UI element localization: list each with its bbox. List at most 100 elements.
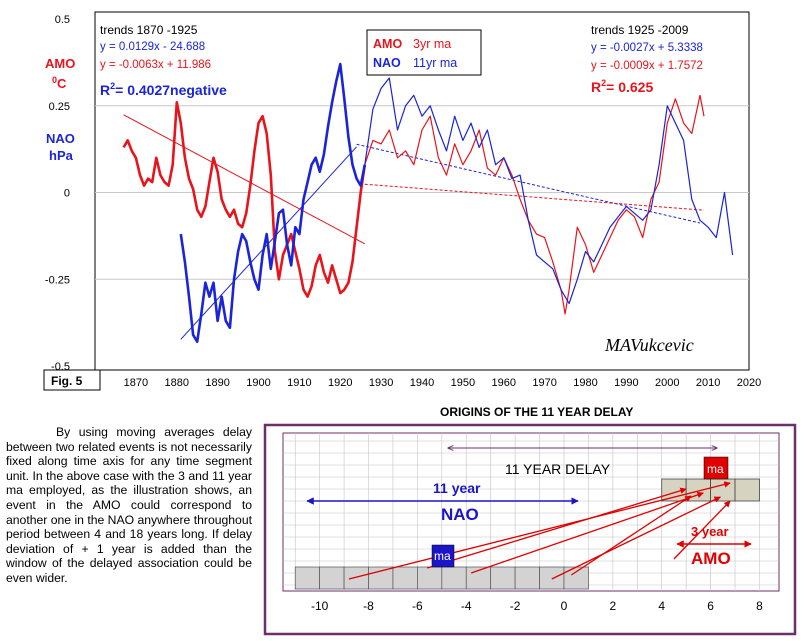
legend: AMO 3yr ma NAO 11yr ma (366, 29, 482, 76)
x-tick-label: 1940 (410, 377, 434, 389)
delay-association-arrow (348, 481, 731, 580)
diagram-tick-labels: -10 -8 -6 -4 -2 0 2 4 6 8 (311, 599, 763, 613)
nao-cell (294, 566, 321, 590)
watermark: MAVukcevic (604, 335, 694, 355)
nao-cell (368, 566, 394, 590)
x-tick-label: 2010 (696, 377, 720, 389)
diagram-tick-label: 2 (610, 599, 617, 613)
fig-label-box (43, 369, 101, 391)
x-tick-label: 1990 (614, 377, 638, 389)
diagram-inner-frame (282, 432, 780, 592)
nao-window-bottom: NAO (441, 505, 479, 524)
legend-nao-name: NAO (373, 56, 401, 70)
nao-cell (343, 566, 369, 590)
ma-marker-nao-text: ma (434, 549, 451, 563)
x-tick-label: 2000 (655, 377, 679, 389)
trends-right-r2: R2= 0.625 (591, 78, 653, 95)
y-label-amo-unit-c: C (57, 76, 67, 91)
nao-cell (441, 566, 467, 590)
series-lines (122, 62, 734, 344)
nao-cell (417, 566, 443, 590)
x-tick-label: 1920 (328, 377, 352, 389)
trend-line-trends_right-nao_line (356, 143, 701, 224)
x-tick-label: 1980 (573, 377, 597, 389)
trends-left-title: trends 1870 -1925 (100, 23, 198, 37)
description-paragraph: By using moving averages delay between t… (6, 425, 252, 585)
delay-diagram: ORIGINS OF THE 11 YEAR DELAY 11 YEAR DEL… (263, 405, 797, 636)
ma-marker-amo (703, 456, 729, 480)
r2-right-r: R (591, 79, 601, 95)
x-tick-label: 1960 (492, 377, 516, 389)
amo-cell (710, 478, 736, 502)
trends-right-nao-eq: y = -0.0027x + 5.3338 (591, 42, 703, 54)
y-label-amo-unit-sup: 0 (52, 75, 57, 85)
trends-right-title: trends 1925 -2009 (591, 23, 689, 37)
y-tick-label: 0 (64, 188, 70, 200)
x-tick-label: 1970 (532, 377, 556, 389)
amo-window-top: 3 year (691, 524, 729, 539)
amo-window-bottom: AMO (691, 549, 731, 568)
nao-cell (319, 566, 345, 590)
series-line-amo-late (360, 94, 705, 315)
x-tick-label: 1870 (124, 377, 148, 389)
trend-line-trends_right-amo_line (364, 183, 705, 211)
diagram-tick-label: 4 (658, 599, 665, 613)
diagram-tick-label: -4 (461, 599, 472, 613)
r2-left-value: = 0.4027negative (115, 82, 227, 98)
diagram-arrows (348, 481, 731, 580)
y-label-amo-unit: 0C (52, 75, 67, 91)
delay-association-arrow (570, 495, 692, 576)
diagram-tick-label: -8 (363, 599, 374, 613)
nao-window-top: 11 year (433, 480, 481, 496)
delay-association-arrow (426, 487, 687, 569)
delay-association-arrow (673, 500, 731, 560)
legend-amo-label: 3yr ma (413, 37, 451, 51)
x-tick-label: 2020 (737, 377, 761, 389)
trend-line-trends_left-amo_line (123, 114, 366, 245)
delay-label: 11 YEAR DELAY (505, 461, 611, 477)
nao-cell (539, 566, 565, 590)
diagram-title: ORIGINS OF THE 11 YEAR DELAY (440, 405, 633, 419)
r2-right-value: = 0.625 (606, 79, 653, 95)
y-tick-label: 0.5 (55, 14, 70, 26)
grid-lines (95, 105, 749, 280)
y-label-nao-unit: hPa (49, 148, 74, 163)
y-label-nao: NAO (46, 131, 75, 146)
series-line-nao-early (179, 62, 367, 344)
diagram-tick-label: -2 (510, 599, 521, 613)
r2-right-exp: 2 (601, 78, 606, 88)
series-line-amo-early (122, 101, 367, 298)
fig-label: Fig. 5 (51, 374, 83, 388)
ma-marker-amo-text: ma (707, 462, 724, 476)
ma-marker-nao (431, 544, 455, 568)
x-tick-label: 1900 (246, 377, 270, 389)
x-tick-label: 1930 (369, 377, 393, 389)
diagram-tick-label: -6 (412, 599, 423, 613)
legend-box (366, 29, 482, 76)
x-tick-label: 1880 (165, 377, 189, 389)
trends-left-amo-eq: y = -0.0063x + 11.986 (100, 59, 211, 71)
diagram-tick-label: -10 (311, 599, 329, 613)
r2-left-r: R (100, 82, 110, 98)
trends-left-r2: R2= 0.4027negative (100, 81, 227, 98)
trends-left-nao-eq: y = 0.0129x - 24.688 (100, 41, 205, 53)
x-tick-label: 1910 (287, 377, 311, 389)
delay-association-arrow (470, 491, 704, 574)
main-chart: 0.50.250-0.25-0.5 1870 1880 1890 1900 1910 19… (43, 11, 761, 391)
r2-left-exp: 2 (110, 81, 115, 91)
amo-cell (734, 478, 760, 502)
legend-nao-label: 11yr ma (413, 56, 457, 70)
diagram-tick-label: 8 (756, 599, 763, 613)
nao-cell (392, 566, 418, 590)
legend-amo-name: AMO (373, 37, 402, 51)
diagram-tick-label: 6 (707, 599, 714, 613)
series-line-nao-late (360, 77, 734, 305)
x-tick-label: 1950 (451, 377, 475, 389)
nao-cell (490, 566, 516, 590)
delay-association-arrow (551, 496, 721, 580)
y-tick-label: 0.25 (49, 101, 70, 113)
nao-cell (514, 566, 540, 590)
diagram-tick-label: 0 (561, 599, 568, 613)
y-tick-label: -0.25 (45, 274, 70, 286)
nao-cell (563, 566, 589, 590)
